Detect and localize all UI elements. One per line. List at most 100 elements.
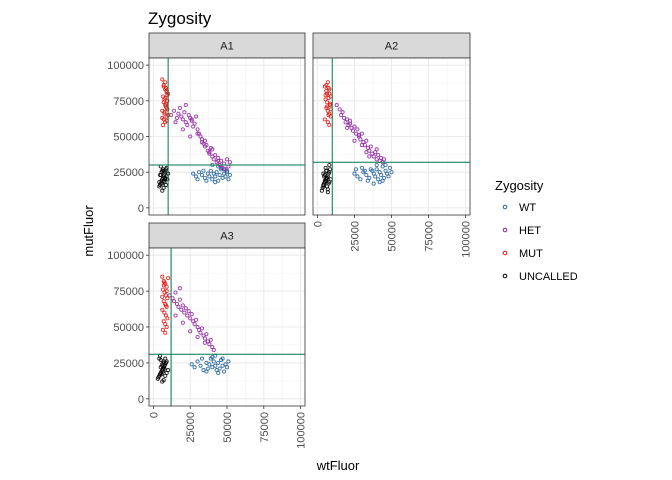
data-point [389,170,394,175]
x-tick-label: 100000 [461,221,473,258]
data-point [214,170,219,175]
series-mut [322,80,333,128]
data-point [380,178,385,183]
data-point [163,182,168,188]
data-point [386,174,391,179]
data-point [199,172,205,178]
x-tick-label: 75000 [424,221,436,252]
data-point [188,329,193,334]
x-tick-label: 25000 [185,412,197,443]
data-point [347,121,353,126]
data-point [180,320,185,325]
data-point [326,95,331,101]
y-axis-title: mutFluor [81,205,96,257]
y-tick-label: 100000 [107,60,144,72]
data-point [326,181,331,186]
data-point [213,180,218,185]
data-point [185,123,190,128]
data-point [383,162,388,168]
data-point [204,332,209,337]
y-tick-label: 75000 [113,286,144,298]
data-point [189,118,194,123]
data-point [356,133,361,138]
data-point [371,154,376,159]
x-tick-label: 0 [148,412,160,418]
data-point [166,368,171,373]
data-point [223,167,228,172]
data-point [195,359,200,364]
data-point [174,115,180,120]
data-point [177,105,182,111]
data-point [192,365,197,370]
data-point [194,317,199,322]
data-point [195,335,200,340]
data-point [166,276,171,281]
legend-entry-het: HET [502,225,541,237]
data-point [373,174,378,179]
data-point [326,171,331,176]
data-point [195,177,200,182]
y-tick-label: 25000 [113,358,144,370]
data-point [165,98,170,103]
y-tick-label: 50000 [113,322,144,334]
data-point [162,366,167,371]
data-point [173,313,178,318]
legend-key [502,227,508,233]
data-point [185,313,190,318]
data-point [327,162,332,168]
data-point [189,117,194,122]
data-point [207,151,212,156]
data-point [163,95,168,101]
x-tick-label: 0 [312,221,324,227]
data-point [202,336,207,341]
data-point [202,144,207,149]
legend-label: WT [519,202,536,214]
data-point [379,172,384,178]
data-point [188,316,193,321]
facet-strip-label: A3 [220,231,233,243]
data-point [192,121,197,126]
data-point [173,290,178,295]
data-point [161,360,166,365]
data-point [183,306,188,311]
data-point [204,369,209,374]
data-point [207,362,212,367]
data-point [210,147,215,152]
data-point [202,340,207,345]
data-point [324,175,329,180]
data-point [374,147,379,152]
data-point [162,111,167,116]
y-tick-label: 100000 [107,250,144,262]
data-point [195,131,200,136]
data-point [165,316,170,321]
series-wt [189,353,231,376]
data-point [183,103,188,108]
data-point [364,172,369,178]
data-point [365,178,370,183]
data-point [213,363,218,368]
data-point [227,172,232,178]
data-point [327,167,333,172]
data-point [325,190,330,195]
data-point [160,327,166,332]
data-point [195,127,200,132]
data-point [382,157,387,162]
data-point [352,138,357,143]
data-point [189,362,194,367]
series-mut [160,274,171,335]
data-point [216,370,221,376]
series-uncalled [155,353,171,384]
facet-strip-label: A2 [385,41,398,53]
data-point [223,174,228,179]
series-het [169,103,232,172]
facet-strip [148,32,306,59]
facet-A1: A1 0 25000 50000 75000 100000 [107,32,306,216]
data-point [226,177,231,182]
data-point [180,127,185,132]
data-point [220,356,225,361]
data-point [162,110,167,115]
data-point [165,296,170,301]
data-point [322,117,327,122]
data-point [160,274,165,279]
